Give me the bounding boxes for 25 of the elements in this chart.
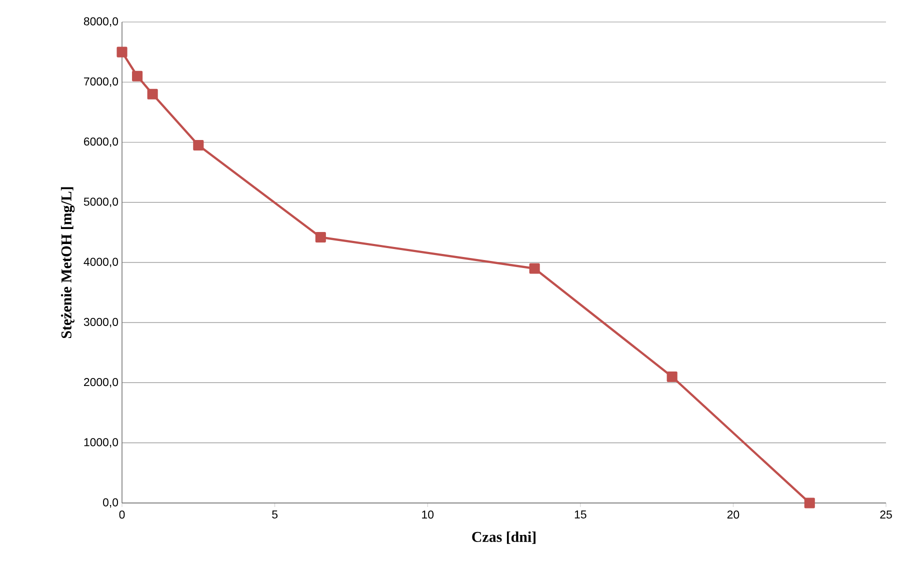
x-tick-label: 25 [880, 510, 892, 519]
point [315, 232, 326, 243]
point [147, 88, 158, 100]
y-tick-label: 4000,0 [84, 258, 118, 268]
y-tick-label: 7000,0 [84, 77, 118, 87]
y-tick-label: 5000,0 [84, 198, 118, 208]
y-tick-label: 3000,0 [84, 318, 118, 328]
y-axis-title: Stężenie MetOH [mg/L] [60, 187, 75, 338]
point [529, 263, 540, 274]
y-tick-label: 0,0 [103, 498, 118, 508]
x-tick-label: 5 [272, 510, 278, 518]
y-tick-label: 1000,0 [84, 438, 118, 448]
x-tick-label: 0 [119, 510, 125, 519]
point [132, 70, 143, 82]
x-tick-label: 20 [727, 510, 740, 519]
y-tick-label: 8000,0 [84, 17, 118, 27]
point [116, 46, 128, 58]
x-tick-label: 10 [422, 510, 434, 519]
x-tick-label: 15 [574, 510, 586, 518]
x-axis-title: Czas [dni] [472, 531, 536, 544]
point [804, 498, 815, 508]
y-tick-label: 2000,0 [84, 378, 118, 388]
point [193, 140, 204, 151]
y-tick-label: 6000,0 [84, 138, 118, 147]
point [666, 371, 678, 382]
